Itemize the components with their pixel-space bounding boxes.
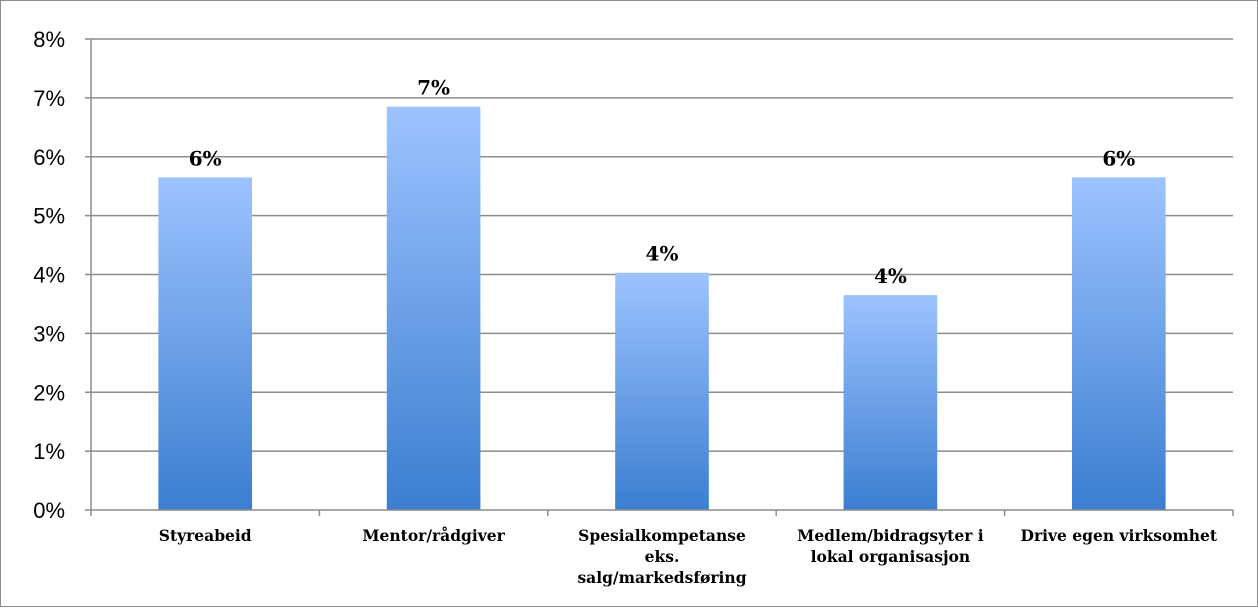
x-category-label: Mentor/rådgiver bbox=[362, 526, 505, 545]
x-category-label: Spesialkompetanse eks. salg/markedsføring bbox=[577, 526, 746, 587]
bar bbox=[1071, 177, 1166, 510]
y-tick-label: 4% bbox=[33, 263, 65, 288]
x-category-label-line: Mentor/rådgiver bbox=[362, 526, 505, 545]
x-category-label-line: Spesialkompetanse bbox=[578, 526, 746, 545]
data-label: 6% bbox=[189, 146, 222, 170]
bar bbox=[158, 177, 253, 510]
data-label: 4% bbox=[874, 264, 907, 288]
x-category-label: Drive egen virksomhet bbox=[1021, 526, 1218, 545]
y-tick-label: 1% bbox=[33, 439, 65, 464]
y-tick-label: 5% bbox=[33, 204, 65, 229]
data-label: 7% bbox=[417, 76, 450, 100]
x-category-label-line: eks. bbox=[645, 547, 680, 566]
x-category-label-line: salg/markedsføring bbox=[577, 568, 746, 587]
x-category-label-line: Drive egen virksomhet bbox=[1021, 526, 1218, 545]
axes bbox=[85, 38, 1234, 516]
x-category-label: Styreabeid bbox=[159, 526, 252, 545]
data-label: 6% bbox=[1102, 146, 1135, 170]
data-labels: 6% 7% 4% 4% 6% bbox=[189, 76, 1136, 288]
x-category-label: Medlem/bidragsyter i lokal organisasjon bbox=[797, 526, 984, 566]
x-category-label-line: Styreabeid bbox=[159, 526, 252, 545]
bar bbox=[386, 106, 481, 511]
y-tick-label: 2% bbox=[33, 380, 65, 405]
y-axis-tick-labels: 0% 1% 2% 3% 4% 5% 6% 7% 8% bbox=[33, 27, 65, 523]
x-axis-category-labels: Styreabeid Mentor/rådgiver Spesialkompetan… bbox=[159, 526, 1218, 587]
x-category-label-line: Medlem/bidragsyter i bbox=[797, 526, 984, 545]
y-tick-label: 3% bbox=[33, 321, 65, 346]
bars bbox=[158, 106, 1166, 511]
bar bbox=[843, 295, 938, 510]
bar bbox=[615, 272, 709, 510]
y-tick-label: 6% bbox=[33, 145, 65, 170]
x-category-label-line: lokal organisasjon bbox=[811, 547, 971, 566]
y-tick-label: 8% bbox=[33, 27, 65, 52]
data-label: 4% bbox=[646, 242, 679, 266]
y-tick-label: 7% bbox=[33, 86, 65, 111]
y-tick-label: 0% bbox=[33, 498, 65, 523]
